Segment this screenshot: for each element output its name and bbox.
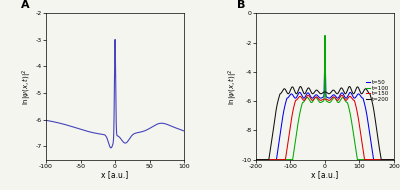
t=200: [306, 87, 310, 89]
t=100: [287, 158, 292, 161]
Line: t=100: t=100: [256, 35, 394, 160]
t=150: [390, 158, 395, 161]
Y-axis label: $\ln|\psi(x,t)|^2$: $\ln|\psi(x,t)|^2$: [227, 68, 240, 105]
t=50: [322, 44, 327, 47]
X-axis label: x [a.u.]: x [a.u.]: [311, 170, 338, 179]
t=200: [254, 158, 258, 161]
t=100: [286, 158, 290, 161]
t=100: [390, 158, 395, 161]
t=200: [392, 158, 396, 161]
t=100: [306, 97, 310, 99]
t=100: [315, 99, 320, 101]
Legend: t=50, t=100, t=150, t=200: t=50, t=100, t=150, t=200: [364, 78, 391, 105]
t=100: [322, 34, 327, 36]
t=150: [286, 136, 291, 139]
Text: A: A: [21, 0, 30, 10]
t=150: [316, 97, 320, 99]
Text: B: B: [236, 0, 245, 10]
Line: t=50: t=50: [256, 46, 394, 160]
t=50: [287, 95, 292, 97]
t=50: [392, 158, 396, 161]
t=200: [286, 93, 290, 95]
t=150: [287, 131, 292, 134]
t=150: [286, 141, 290, 143]
t=200: [316, 90, 320, 92]
t=100: [286, 158, 291, 161]
t=50: [286, 97, 290, 99]
t=200: [286, 92, 291, 95]
t=150: [254, 158, 258, 161]
t=50: [315, 95, 320, 97]
Line: t=150: t=150: [256, 95, 394, 160]
t=200: [390, 158, 395, 161]
t=50: [254, 158, 258, 161]
t=200: [298, 85, 303, 88]
X-axis label: x [a.u.]: x [a.u.]: [102, 170, 129, 179]
t=200: [287, 91, 292, 94]
t=100: [254, 158, 258, 161]
t=50: [306, 92, 310, 94]
t=50: [390, 158, 395, 161]
t=150: [306, 94, 310, 96]
t=100: [392, 158, 396, 161]
t=50: [286, 96, 291, 98]
t=150: [306, 94, 310, 96]
Y-axis label: $\ln|\psi(x,t)|^2$: $\ln|\psi(x,t)|^2$: [21, 68, 34, 105]
Line: t=200: t=200: [256, 86, 394, 160]
t=150: [392, 158, 396, 161]
